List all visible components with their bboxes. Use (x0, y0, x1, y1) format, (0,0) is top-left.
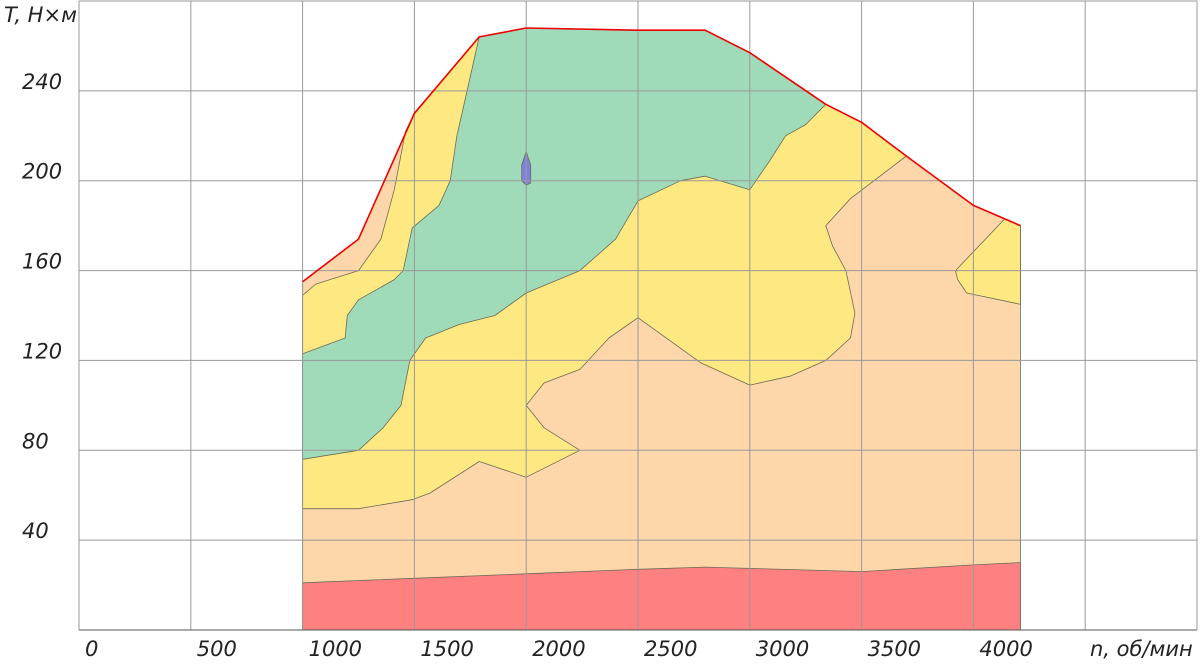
x-tick-label: 2500 (644, 637, 697, 661)
x-tick-label: 500 (197, 637, 237, 661)
regions (302, 27, 1021, 631)
x-axis-label: n, об/мин (1090, 637, 1193, 661)
y-tick-label: 80 (22, 429, 49, 453)
x-tick-label: 1000 (309, 637, 362, 661)
y-tick-label: 40 (22, 519, 49, 543)
y-tick-label: 240 (22, 70, 62, 94)
y-axis-label: T, Н×м (4, 3, 77, 27)
y-tick-label: 200 (22, 160, 62, 184)
x-tick-label: 1500 (420, 637, 473, 661)
labels: 0 500 1000 1500 2000 2500 3000 3500 4000 40 80 120 1… (22, 70, 1033, 661)
x-tick-label: 4000 (979, 637, 1032, 661)
max-torque-line (302, 27, 1021, 283)
y-tick-label: 160 (22, 250, 62, 274)
x-tick-label: 3500 (868, 637, 921, 661)
x-tick-label: 0 (85, 637, 98, 661)
region (302, 27, 827, 460)
y-tick-label: 120 (22, 339, 62, 363)
x-tick-label: 2000 (532, 637, 585, 661)
x-tick-label: 3000 (756, 637, 809, 661)
lines (302, 27, 1021, 283)
grid (78, 1, 1197, 630)
